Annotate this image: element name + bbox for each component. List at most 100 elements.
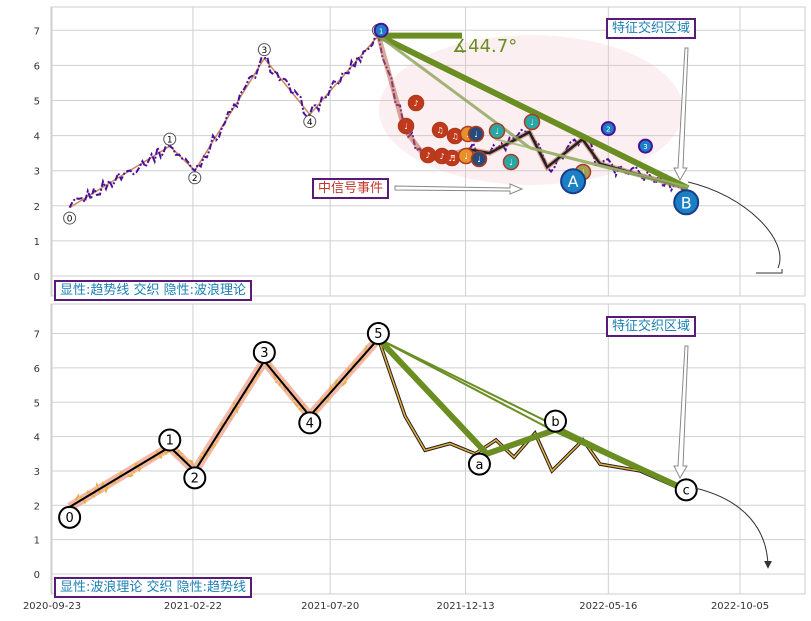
top-annotation-box: 显性:趋势线 交织 隐性:波浪理论	[54, 280, 253, 301]
signal-event-glyph: ♩	[495, 127, 499, 136]
signal-event-glyph: ♩	[581, 168, 585, 177]
signal-event-marker	[467, 125, 485, 143]
big-wave-marker-label: A	[568, 172, 579, 191]
wave-marker	[183, 466, 207, 490]
wave-marker	[63, 211, 77, 225]
wave-marker	[252, 340, 276, 364]
big-wave-marker	[673, 189, 700, 216]
y-tick-label: 3	[34, 467, 40, 478]
y-tick-label: 3	[34, 167, 40, 178]
wave-marker-label: 3	[261, 46, 267, 56]
wave-marker-label: 2	[192, 174, 198, 184]
y-tick-label: 1	[34, 536, 40, 547]
signal-event-glyph: ♩	[474, 130, 478, 139]
upper-trendline-thin	[377, 337, 556, 433]
wave-marker	[366, 322, 390, 346]
small-blue-marker-label: 2	[606, 126, 610, 134]
wave-marker-label: 1	[166, 434, 174, 449]
small-blue-marker	[373, 22, 389, 38]
signal-event-glyph: ♪	[439, 152, 444, 161]
signal-event-marker	[523, 113, 541, 131]
top-region-label: 特征交织区域	[606, 18, 697, 39]
wave-marker	[303, 115, 317, 129]
wave-marker-label: 5	[374, 327, 382, 342]
signal-event-glyph: ♩	[404, 122, 408, 131]
decline-series	[377, 338, 684, 491]
signal-event-glyph: ♩	[477, 155, 481, 164]
bottom-annotation-box: 显性:波浪理论 交织 隐性:趋势线	[54, 577, 253, 598]
small-blue-marker-label: 3	[643, 143, 647, 151]
y-tick-label: 7	[34, 330, 40, 341]
wave-marker-label: 0	[65, 511, 73, 526]
wave-marker-label: 4	[306, 417, 314, 432]
wave-marker	[467, 452, 491, 476]
signal-event-label: 中信号事件	[312, 178, 390, 199]
y-tick-label: 2	[34, 202, 40, 213]
grid-lines	[51, 7, 805, 296]
tertiary-trendline	[494, 138, 689, 188]
decline-black-line	[469, 130, 688, 190]
small-blue-marker-label: 1	[379, 27, 383, 35]
signal-arrow	[394, 183, 524, 195]
main-trendline-thin	[377, 337, 687, 491]
wave-marker-label: 1	[167, 135, 173, 145]
main-downtrend-line	[377, 32, 690, 191]
wave-marker	[58, 505, 82, 529]
wave-marker	[543, 409, 567, 433]
big-wave-marker-label: B	[681, 193, 692, 212]
big-wave-marker	[560, 168, 587, 195]
y-tick-label: 0	[34, 272, 40, 283]
signal-event-glyph: ♩	[530, 118, 534, 127]
small-blue-marker	[600, 121, 616, 137]
price-series-line	[68, 34, 379, 209]
projection-arrow	[694, 487, 772, 569]
region-arrow	[673, 47, 689, 182]
y-tick-label: 6	[34, 364, 40, 375]
upper-trendline-thin-2	[555, 430, 687, 491]
y-tick-label: 5	[34, 97, 40, 108]
wave-marker	[188, 171, 202, 185]
wave-marker	[158, 428, 182, 452]
wave-marker	[163, 132, 177, 146]
x-tick-label: 2022-05-16	[579, 601, 637, 612]
y-tick-label: 6	[34, 61, 40, 72]
projection-curve	[687, 181, 783, 274]
y-tick-label: 4	[34, 433, 40, 444]
region-arrow	[673, 345, 689, 480]
wave-marker	[257, 43, 271, 57]
angle-label: ∡44.7°	[452, 36, 517, 57]
wave-marker-label: 0	[67, 214, 73, 224]
y-tick-label: 7	[34, 26, 40, 37]
signal-event-glyph: ♫	[451, 132, 458, 141]
price-series-line	[69, 337, 380, 510]
y-tick-label: 5	[34, 398, 40, 409]
signal-event-glyph: ♩	[464, 152, 468, 161]
signal-event-glyph: ♩	[509, 158, 513, 167]
small-blue-marker	[637, 138, 653, 154]
signal-event-marker	[407, 94, 425, 112]
wave-marker-label: a	[475, 458, 483, 473]
x-tick-label: 2021-02-22	[164, 601, 222, 612]
y-tick-label: 1	[34, 237, 40, 248]
signal-event-marker	[470, 150, 488, 168]
signal-event-glyph: ♫	[436, 126, 443, 135]
wave-marker	[298, 411, 322, 435]
wave-marker-label: 3	[260, 346, 268, 361]
wave-marker-label: 4	[307, 118, 313, 128]
x-tick-label: 2021-07-20	[301, 601, 359, 612]
y-tick-label: 0	[34, 570, 40, 581]
bottom-panel: 0 1 2 3 4 5 6 7 2020-09-23 2021-02-22 2021-07-20 20…	[23, 303, 806, 612]
y-tick-label: 4	[34, 132, 40, 143]
signal-event-marker	[431, 121, 449, 139]
x-tick-label: 2020-09-23	[23, 601, 81, 612]
wave-structure-line	[69, 338, 380, 508]
wave-marker	[674, 478, 698, 502]
signal-event-marker	[488, 122, 506, 140]
y-tick-label: 2	[34, 501, 40, 512]
x-tick-label: 2022-10-05	[711, 601, 769, 612]
signal-event-glyph: ♪	[413, 99, 418, 108]
x-tick-label: 2021-12-13	[436, 601, 494, 612]
signal-event-glyph: ♪	[425, 151, 430, 160]
